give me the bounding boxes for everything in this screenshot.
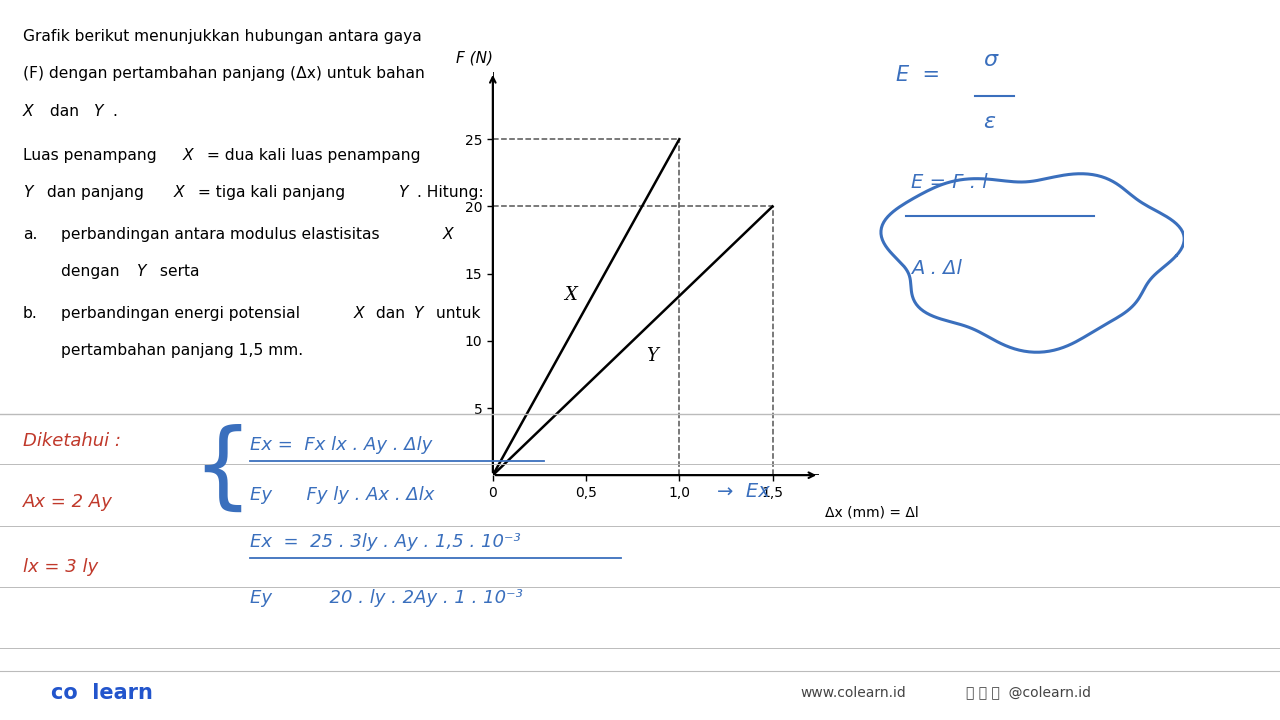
Text: . Hitung:: . Hitung: [417,185,484,200]
Text: X: X [174,185,184,200]
Text: b.: b. [23,306,38,321]
Text: perbandingan antara modulus elastisitas: perbandingan antara modulus elastisitas [61,227,385,242]
Text: (F) dengan pertambahan panjang (Δx) untuk bahan: (F) dengan pertambahan panjang (Δx) untu… [23,66,425,81]
Text: dan panjang: dan panjang [42,185,148,200]
Text: X: X [563,287,576,305]
Text: Y: Y [645,347,658,365]
Text: co  learn: co learn [51,683,154,703]
Text: E = F . l: E = F . l [911,173,988,192]
Text: ⧉ ⧉ ⧉  @colearn.id: ⧉ ⧉ ⧉ @colearn.id [966,685,1092,700]
Text: Luas penampang: Luas penampang [23,148,161,163]
Text: X: X [23,104,33,119]
Text: A . Δl: A . Δl [911,259,963,278]
Text: dan: dan [371,306,410,321]
Text: perbandingan energi potensial: perbandingan energi potensial [61,306,306,321]
Text: lx = 3 ly: lx = 3 ly [23,558,99,576]
Text: Δx (mm) = Δl: Δx (mm) = Δl [824,506,919,520]
Text: Y: Y [23,185,32,200]
Text: Y: Y [413,306,422,321]
Text: F (N): F (N) [456,50,493,66]
Text: pertambahan panjang 1,5 mm.: pertambahan panjang 1,5 mm. [61,343,303,359]
Text: E  =: E = [896,65,940,85]
Text: Diketahui :: Diketahui : [23,432,122,450]
Text: Y: Y [136,264,145,279]
Text: www.colearn.id: www.colearn.id [800,685,906,700]
Text: X: X [443,227,453,242]
Text: dan: dan [45,104,88,119]
Text: Grafik berikut menunjukkan hubungan antara gaya: Grafik berikut menunjukkan hubungan anta… [23,29,422,44]
Text: Ex =  Fx lx . Ay . Δly: Ex = Fx lx . Ay . Δly [250,436,431,454]
Text: Ey      Fy ly . Ax . Δlx: Ey Fy ly . Ax . Δlx [250,486,434,504]
Text: dengan: dengan [61,264,125,279]
Text: = tiga kali panjang: = tiga kali panjang [193,185,351,200]
Text: X: X [183,148,193,163]
Text: X: X [353,306,364,321]
Text: Ax = 2 Ay: Ax = 2 Ay [23,493,113,511]
Text: = dua kali luas penampang: = dua kali luas penampang [202,148,421,163]
Text: Ey          20 . ly . 2Ay . 1 . 10⁻³: Ey 20 . ly . 2Ay . 1 . 10⁻³ [250,589,522,607]
Text: →  Ex: → Ex [717,482,769,501]
Text: ε: ε [983,112,995,132]
Text: untuk: untuk [431,306,481,321]
Text: Ex  =  25 . 3ly . Ay . 1,5 . 10⁻³: Ex = 25 . 3ly . Ay . 1,5 . 10⁻³ [250,533,521,551]
Text: Y: Y [398,185,407,200]
Text: Y: Y [93,104,102,119]
Text: σ: σ [983,50,997,71]
Text: a.: a. [23,227,37,242]
Text: .: . [113,104,118,119]
Text: serta: serta [155,264,200,279]
Text: {: { [192,423,252,516]
